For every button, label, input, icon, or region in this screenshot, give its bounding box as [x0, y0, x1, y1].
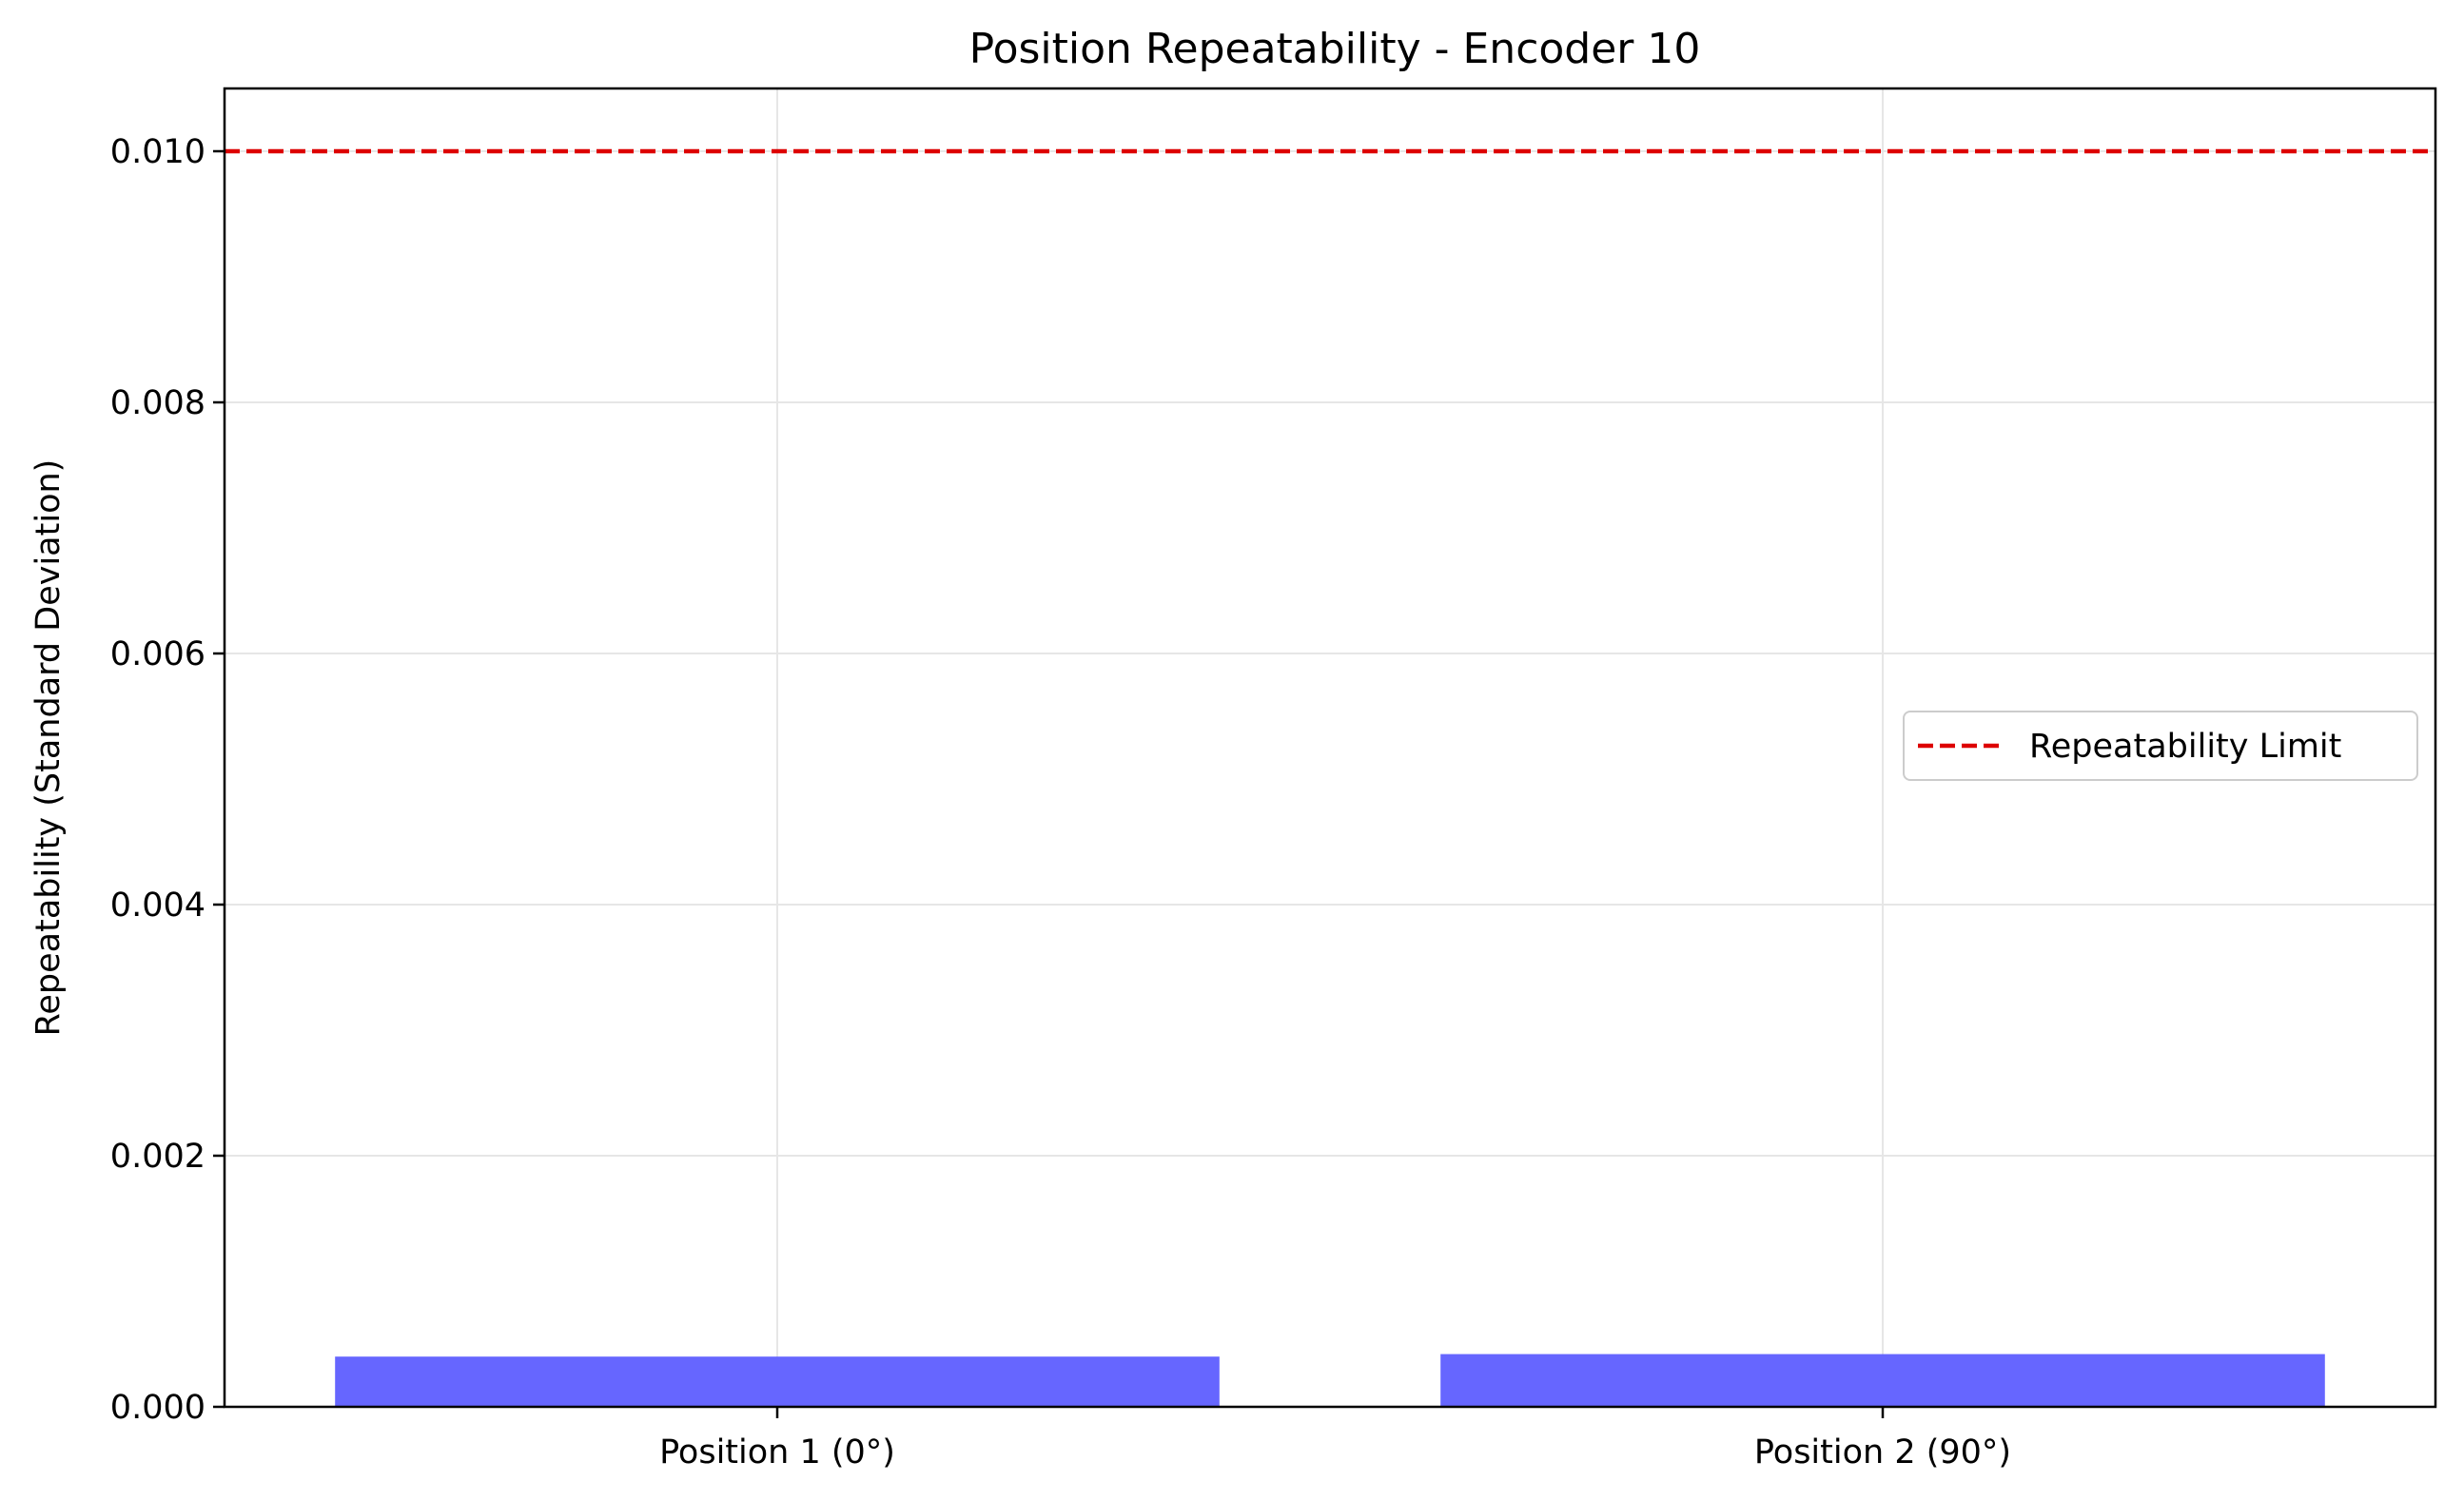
y-tick-label: 0.004: [110, 887, 205, 925]
plot-area-frame: [223, 87, 2437, 1409]
y-axis: 0.000 0.002 0.004 0.006 0.008 0.010: [110, 133, 225, 1427]
y-tick-label: 0.006: [110, 635, 205, 673]
chart-title: Position Repeatability - Encoder 10: [969, 25, 1701, 73]
bar: [1440, 1354, 2325, 1407]
y-axis-label: Repeatability (Standard Deviation): [29, 459, 68, 1037]
x-tick-label: Position 2 (90°): [1754, 1433, 2011, 1472]
bars: [335, 1354, 2325, 1407]
x-tick-label: Position 1 (0°): [659, 1433, 895, 1472]
x-axis: Position 1 (0°) Position 2 (90°): [659, 1407, 2011, 1472]
y-tick-label: 0.002: [110, 1138, 205, 1176]
y-tick-label: 0.008: [110, 384, 205, 422]
legend-box: [1903, 711, 2418, 781]
legend-label-repeatability-limit: Repeatability Limit: [2029, 728, 2341, 766]
bar: [335, 1356, 1220, 1407]
y-tick-label: 0.010: [110, 133, 205, 171]
y-tick-label: 0.000: [110, 1389, 205, 1427]
legend: Repeatability Limit: [1903, 711, 2418, 781]
